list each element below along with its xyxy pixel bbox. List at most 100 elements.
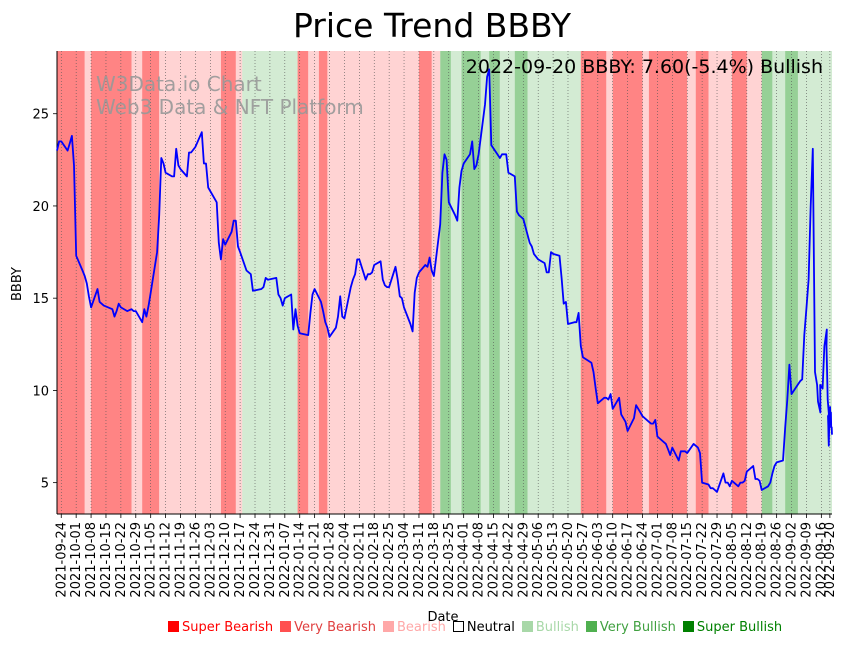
x-tick-label: 2022-09-09 bbox=[799, 522, 814, 598]
legend-swatch bbox=[168, 621, 179, 632]
sentiment-band bbox=[159, 51, 221, 514]
x-tick-label: 2022-04-29 bbox=[516, 522, 531, 598]
x-tick-label: 2022-08-19 bbox=[755, 522, 770, 598]
x-tick-label: 2022-02-18 bbox=[367, 522, 382, 598]
x-tick-label: 2022-04-01 bbox=[457, 522, 472, 598]
watermark-line-1: W3Data.io Chart bbox=[96, 72, 262, 96]
x-tick-label: 2021-12-03 bbox=[203, 522, 218, 598]
sentiment-band bbox=[580, 51, 607, 514]
sentiment-band bbox=[91, 51, 132, 514]
sentiment-band bbox=[514, 51, 528, 514]
x-tick-label: 2022-01-07 bbox=[278, 522, 293, 598]
x-ticks: 2021-09-24 2021-10-01 2021-10-08 2021-10-15… bbox=[54, 514, 838, 598]
sentiment-band bbox=[57, 51, 85, 514]
y-tick-label: 5 bbox=[41, 477, 49, 492]
sentiment-band bbox=[606, 51, 613, 514]
x-tick-label: 2021-11-19 bbox=[173, 522, 188, 598]
sentiment-band bbox=[642, 51, 649, 514]
x-tick-label: 2022-02-25 bbox=[382, 522, 397, 598]
x-tick-label: 2022-05-27 bbox=[576, 522, 591, 598]
sentiment-band bbox=[431, 51, 441, 514]
x-tick-label: 2021-09-24 bbox=[54, 522, 69, 598]
x-tick-label: 2022-01-14 bbox=[293, 522, 308, 598]
sentiment-band bbox=[761, 51, 773, 514]
x-tick-label: 2022-04-08 bbox=[472, 522, 487, 598]
legend-swatch bbox=[585, 621, 597, 632]
x-tick-label: 2022-03-25 bbox=[442, 522, 457, 598]
x-tick-label: 2022-04-15 bbox=[486, 522, 501, 598]
x-tick-label: 2021-12-31 bbox=[263, 522, 278, 598]
x-tick-label: 2022-06-10 bbox=[606, 522, 621, 598]
legend-label: Super Bullish bbox=[696, 620, 783, 635]
y-axis-label: BBBY bbox=[10, 267, 25, 301]
legend-item: Bearish bbox=[382, 620, 446, 635]
y-ticks: 5 10 15 20 25 bbox=[32, 108, 57, 492]
legend-label: Bearish bbox=[396, 620, 446, 635]
x-tick-label: 2022-03-18 bbox=[427, 522, 442, 598]
x-tick-label: 2022-05-06 bbox=[531, 522, 546, 598]
x-tick-label: 2022-06-03 bbox=[591, 522, 606, 598]
x-tick-label: 2021-11-26 bbox=[188, 522, 203, 598]
sentiment-band bbox=[708, 51, 732, 514]
sentiment-band bbox=[84, 51, 92, 514]
x-tick-label: 2022-08-05 bbox=[725, 522, 740, 598]
watermark-line-2: Web3 Data & NFT Platform bbox=[96, 95, 364, 119]
x-tick-label: 2021-10-15 bbox=[99, 522, 114, 598]
legend-swatch bbox=[382, 621, 394, 632]
x-tick-label: 2022-01-21 bbox=[308, 522, 323, 598]
legend-label: Very Bearish bbox=[294, 620, 376, 635]
y-tick-label: 10 bbox=[32, 384, 49, 399]
x-tick-label: 2022-07-15 bbox=[680, 522, 695, 598]
x-tick-label: 2021-10-01 bbox=[69, 522, 84, 598]
legend-item: Super Bullish bbox=[682, 620, 783, 635]
latest-price-annotation: 2022-09-20 BBBY: 7.60(-5.4%) Bullish bbox=[466, 56, 823, 78]
sentiment-band bbox=[772, 51, 786, 514]
x-tick-label: 2021-10-22 bbox=[114, 522, 129, 598]
sentiment-band bbox=[327, 51, 419, 514]
x-tick-label: 2021-11-12 bbox=[159, 522, 174, 598]
y-tick-label: 20 bbox=[32, 200, 49, 215]
sentiment-band bbox=[480, 51, 490, 514]
legend-label: Super Bearish bbox=[182, 620, 274, 635]
x-axis-label: Date bbox=[427, 610, 458, 625]
x-tick-label: 2022-06-24 bbox=[636, 522, 651, 598]
sentiment-band bbox=[308, 51, 319, 514]
x-tick-label: 2021-12-10 bbox=[218, 522, 233, 598]
x-tick-label: 2022-08-12 bbox=[740, 522, 755, 598]
sentiment-band bbox=[499, 51, 515, 514]
sentiment-band bbox=[220, 51, 236, 514]
x-tick-label: 2022-06-17 bbox=[621, 522, 636, 598]
x-tick-label: 2022-09-20 bbox=[823, 522, 838, 598]
chart-title: Price Trend BBBY bbox=[293, 6, 572, 45]
x-tick-label: 2021-12-24 bbox=[248, 522, 263, 598]
legend-swatch bbox=[521, 621, 533, 632]
x-tick-label: 2022-01-28 bbox=[323, 522, 338, 598]
sentiment-band bbox=[527, 51, 581, 514]
legend-swatch bbox=[280, 621, 292, 632]
sentiment-band bbox=[648, 51, 688, 514]
x-tick-label: 2022-05-20 bbox=[561, 522, 576, 598]
x-tick-label: 2022-02-04 bbox=[337, 522, 352, 598]
x-tick-label: 2022-09-16 bbox=[814, 522, 829, 598]
sentiment-band bbox=[235, 51, 243, 514]
sentiment-band bbox=[440, 51, 451, 514]
legend-item: Neutral bbox=[452, 620, 515, 635]
x-tick-label: 2022-02-11 bbox=[352, 522, 367, 598]
sentiment-band bbox=[461, 51, 481, 514]
x-tick-label: 2022-09-02 bbox=[785, 522, 800, 598]
x-tick-label: 2021-12-17 bbox=[233, 522, 248, 598]
x-tick-label: 2022-03-11 bbox=[412, 522, 427, 598]
x-tick-label: 2022-03-04 bbox=[397, 522, 412, 598]
x-tick-label: 2022-07-22 bbox=[695, 522, 710, 598]
sentiment-band bbox=[131, 51, 143, 514]
sentiment-band bbox=[489, 51, 500, 514]
legend-swatch bbox=[452, 621, 464, 632]
x-tick-label: 2022-07-08 bbox=[665, 522, 680, 598]
legend-label: Very Bullish bbox=[599, 620, 676, 635]
sentiment-band bbox=[450, 51, 462, 514]
x-tick-label: 2022-07-29 bbox=[710, 522, 725, 598]
legend-item: Very Bearish bbox=[280, 620, 376, 635]
sentiment-band bbox=[418, 51, 432, 514]
y-tick-label: 15 bbox=[32, 292, 49, 307]
